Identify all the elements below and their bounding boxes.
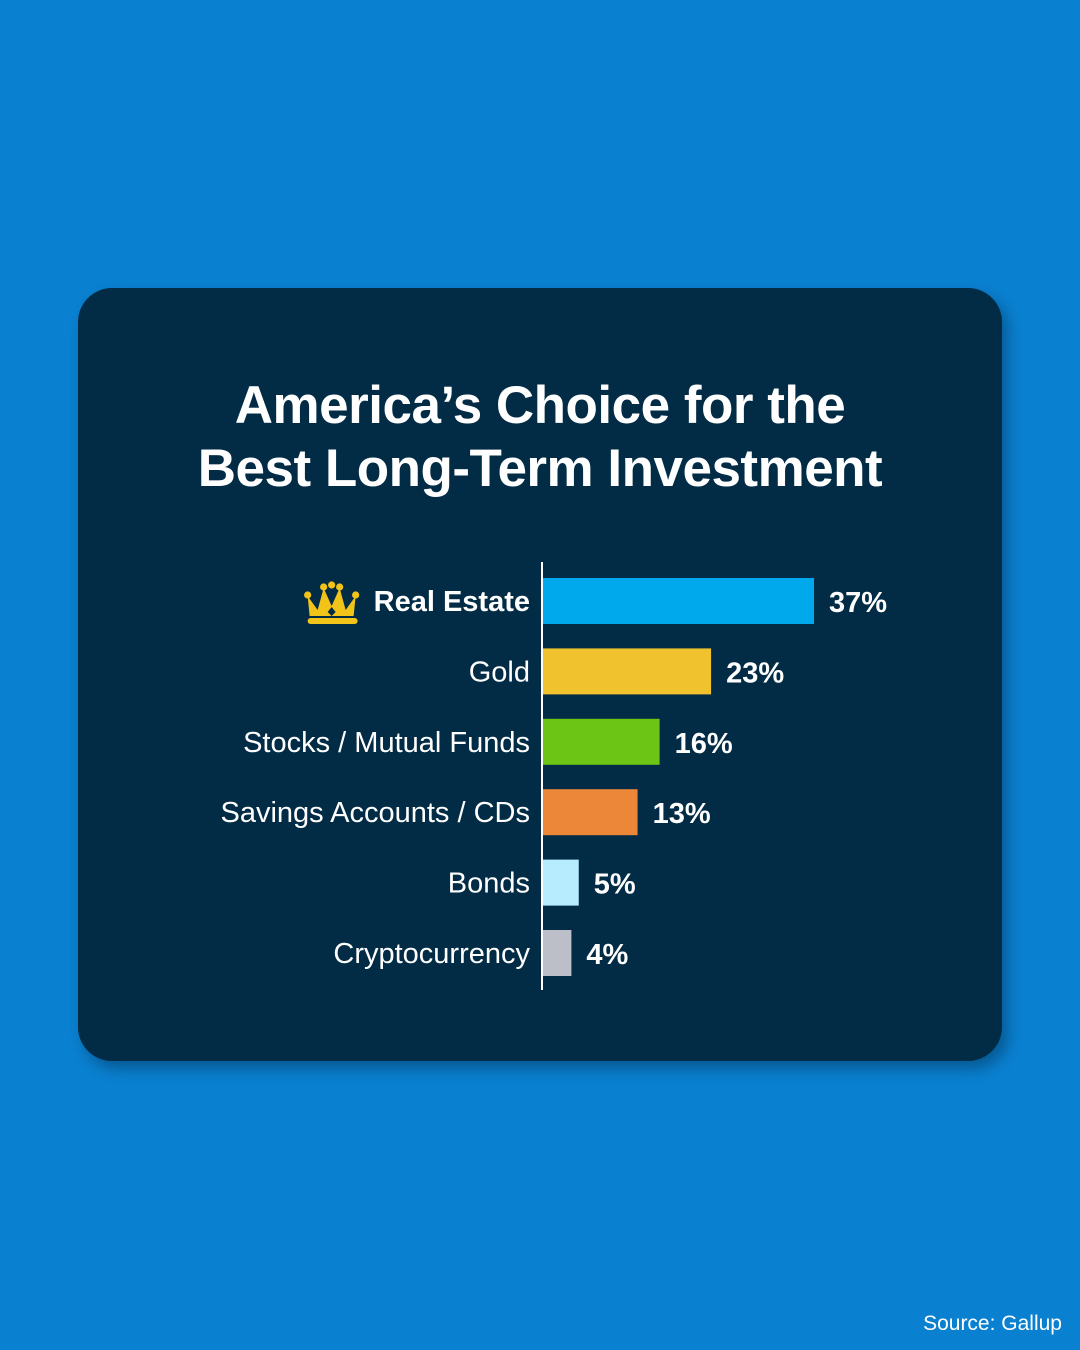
bar-real-estate	[542, 578, 814, 624]
value-label-savings-accounts-cds: 13%	[653, 798, 711, 830]
bar-cryptocurrency	[542, 930, 572, 976]
source-note: Source: Gallup	[923, 1312, 1062, 1335]
chart-card: America’s Choice for the Best Long-Term …	[78, 288, 1002, 1061]
category-label-savings-accounts-cds: Savings Accounts / CDs	[221, 797, 530, 829]
bar-stocks-mutual-funds	[542, 718, 660, 765]
value-label-gold: 23%	[726, 657, 784, 689]
category-label-real-estate: Real Estate	[374, 586, 530, 618]
value-label-real-estate: 37%	[829, 587, 887, 619]
bar-chart: Real Estate 37% Gold 23% Stocks / Mutual Fun…	[221, 562, 887, 990]
bar-gold	[542, 648, 712, 695]
value-label-stocks-mutual-funds: 16%	[675, 728, 733, 760]
value-label-bonds: 5%	[594, 869, 636, 901]
bar-savings-accounts-cds	[542, 789, 638, 836]
chart-title: America’s Choice for the Best Long-Term …	[78, 374, 1002, 500]
category-label-cryptocurrency: Cryptocurrency	[333, 938, 530, 970]
bar-bonds	[542, 859, 579, 906]
value-label-cryptocurrency: 4%	[586, 939, 628, 971]
chart-title-line-1: America’s Choice for the	[234, 376, 846, 435]
crown-icon	[304, 581, 360, 624]
category-label-bonds: Bonds	[448, 868, 530, 900]
category-label-stocks-mutual-funds: Stocks / Mutual Funds	[243, 727, 530, 759]
category-label-gold: Gold	[469, 656, 530, 688]
chart-title-line-2: Best Long-Term Investment	[197, 439, 883, 498]
